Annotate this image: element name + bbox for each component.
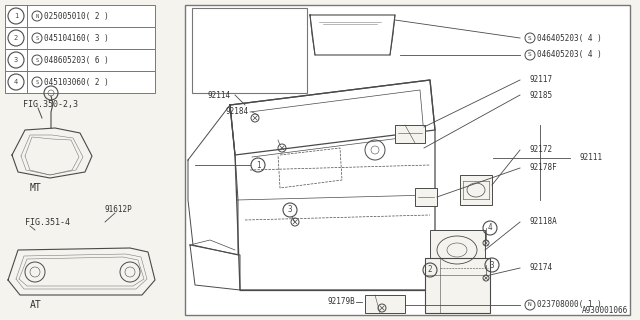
Text: 92118A: 92118A	[530, 218, 557, 227]
Text: S: S	[528, 52, 532, 58]
Text: 3: 3	[14, 57, 18, 63]
Text: 3: 3	[490, 260, 494, 269]
Bar	[365, 295, 405, 313]
Text: A930001066: A930001066	[582, 306, 628, 315]
Text: 046405203( 4 ): 046405203( 4 )	[537, 34, 602, 43]
Text: S: S	[35, 36, 38, 41]
Text: 046405203( 4 ): 046405203( 4 )	[537, 51, 602, 60]
Bar	[395, 125, 425, 143]
Bar	[5, 49, 155, 71]
Text: 92117: 92117	[530, 76, 553, 84]
Text: S: S	[528, 36, 532, 41]
Bar	[185, 5, 630, 315]
Bar	[460, 175, 492, 205]
Text: 2: 2	[14, 35, 18, 41]
Bar	[425, 258, 490, 313]
Bar	[5, 5, 155, 27]
Text: 1: 1	[14, 13, 18, 19]
Text: MT: MT	[30, 183, 42, 193]
Text: N: N	[528, 302, 532, 308]
Text: S: S	[35, 58, 38, 62]
Text: 92184: 92184	[225, 108, 248, 116]
Text: 4: 4	[488, 223, 492, 233]
Text: 2: 2	[428, 266, 432, 275]
Text: 025005010( 2 ): 025005010( 2 )	[44, 12, 109, 20]
Text: 4: 4	[14, 79, 18, 85]
Text: 3: 3	[288, 205, 292, 214]
Bar	[192, 8, 307, 93]
Text: FIG.351-4: FIG.351-4	[26, 218, 70, 227]
Text: 92174: 92174	[530, 263, 553, 273]
Text: S: S	[35, 79, 38, 84]
Text: 92185: 92185	[530, 91, 553, 100]
Text: 045104160( 3 ): 045104160( 3 )	[44, 34, 109, 43]
Bar	[415, 188, 437, 206]
Text: 92114: 92114	[208, 91, 231, 100]
Bar	[430, 230, 485, 270]
Text: 92178F: 92178F	[530, 164, 557, 172]
Text: AT: AT	[30, 300, 42, 310]
Text: FIG.350-2,3: FIG.350-2,3	[22, 100, 77, 109]
Text: 1: 1	[256, 161, 260, 170]
Text: 92111: 92111	[580, 154, 603, 163]
Text: 92179B: 92179B	[327, 298, 355, 307]
Text: 91612P: 91612P	[104, 205, 132, 214]
Text: 023708000( 1 ): 023708000( 1 )	[537, 300, 602, 309]
Bar	[5, 27, 155, 49]
Text: 045103060( 2 ): 045103060( 2 )	[44, 77, 109, 86]
Bar	[5, 71, 155, 93]
Text: 92172: 92172	[530, 146, 553, 155]
Text: N: N	[35, 13, 38, 19]
Text: 048605203( 6 ): 048605203( 6 )	[44, 55, 109, 65]
